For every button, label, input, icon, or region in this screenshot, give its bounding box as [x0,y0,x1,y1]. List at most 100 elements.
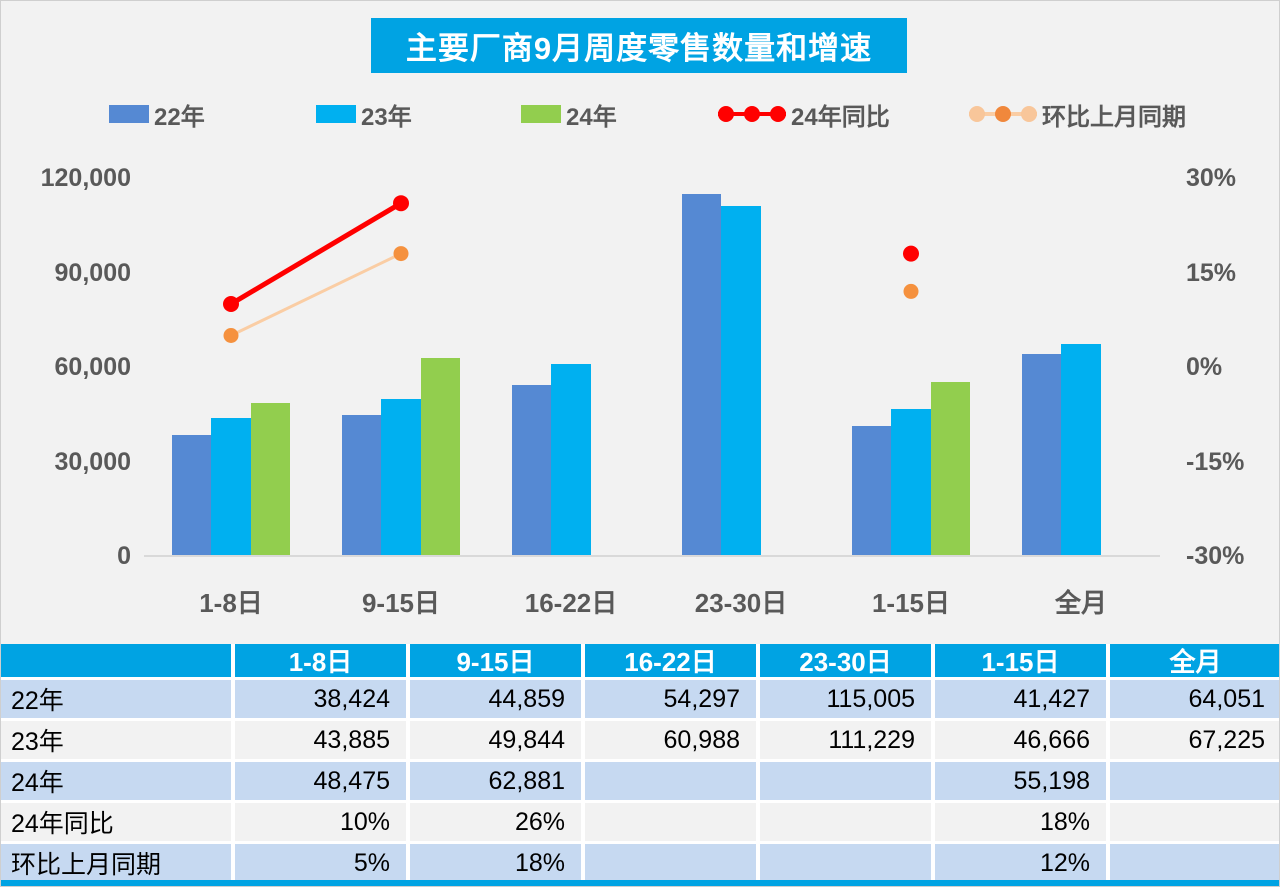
table-cell: 26% [410,803,581,841]
legend-label: 24年 [566,103,617,131]
bar-23年-1-15日 [891,409,931,556]
x-axis-category-label: 全月 [1054,588,1107,618]
bar-24年-9-15日 [420,357,461,556]
marker-24年同比-9-15日 [393,195,409,212]
legend-item-24年: 24年 [521,100,617,131]
legend-label: 24年同比 [791,103,890,131]
table-header-cell: 1-8日 [235,644,406,677]
marker-24年同比-1-15日 [903,245,919,262]
bar-23年-23-30日 [721,205,761,556]
table-cell: 62,881 [410,762,581,800]
table-cell: 46,666 [935,721,1106,759]
table-cell: 10% [235,803,406,841]
legend-line-icon [718,105,786,123]
right-axis-tick-label: 15% [1186,258,1237,287]
bar-22年-9-15日 [341,414,382,556]
bar-22年-全月 [1021,354,1062,556]
table-cell [760,762,931,800]
right-axis-tick-label: -15% [1186,447,1245,476]
table-cell: 41,427 [935,680,1106,718]
table-cell: 12% [935,844,1106,882]
legend-line-icon [969,105,1037,123]
table-row-label: 24年 [1,762,231,800]
legend-label: 22年 [154,103,205,131]
bar-22年-23-30日 [681,193,722,556]
combo-chart: 主要厂商9月周度零售数量和增速 22年 23年 24年 24年同比 环比上月同期 0 30… [1,1,1279,644]
bar-24年-1-15日 [930,382,971,556]
table-cell [760,844,931,882]
line-24年同比 [229,201,403,307]
legend-line-dot [1021,106,1037,122]
x-axis-category-label: 9-15日 [361,588,441,618]
legend-line-dot [770,106,786,122]
right-axis-tick-label: 0% [1186,353,1223,381]
table-row-label: 24年同比 [1,803,231,841]
table-row-label: 环比上月同期 [1,844,231,882]
x-axis-category-label: 16-22日 [524,588,618,618]
table-cell: 18% [935,803,1106,841]
table-header-cell: 全月 [1110,644,1279,677]
left-axis-tick-label: 60,000 [54,353,131,381]
x-axis-category-label: 23-30日 [694,588,788,618]
bar-23年-16-22日 [551,363,591,556]
bar-23年-1-8日 [211,417,251,556]
legend-swatch-icon [109,105,149,123]
left-axis-tick-label: 90,000 [54,258,131,287]
legend-line-dot [969,106,985,122]
legend-line-dot [718,106,734,122]
bar-22年-16-22日 [511,384,552,556]
table-header-cell: 16-22日 [585,644,756,677]
axis-baseline [144,555,1160,557]
table-cell [585,803,756,841]
right-axis-tick-label: -30% [1186,542,1245,570]
table-cell [585,762,756,800]
bar-23年-全月 [1061,344,1101,556]
legend-line-dot [995,106,1011,122]
legend-item-环比上月同期: 环比上月同期 [969,100,1186,131]
table-cell: 111,229 [760,721,931,759]
table-header-cell: 23-30日 [760,644,931,677]
table-row-label: 22年 [1,680,231,718]
table-header-cell: 9-15日 [410,644,581,677]
table-cell: 60,988 [585,721,756,759]
table-cell: 5% [235,844,406,882]
bar-23年-9-15日 [381,398,421,556]
table-cell: 115,005 [760,680,931,718]
line-环比上月同期 [230,252,402,337]
marker-环比上月同期-9-15日 [393,246,409,262]
x-axis-category-label: 1-8日 [199,588,263,618]
legend-item-23年: 23年 [316,100,412,131]
legend-label: 23年 [361,103,412,131]
table-cell: 64,051 [1110,680,1279,718]
table-cell: 18% [410,844,581,882]
table-header-corner [1,644,231,677]
legend-line-dot [744,106,760,122]
table-cell: 55,198 [935,762,1106,800]
table-cell: 43,885 [235,721,406,759]
legend-item-24年同比: 24年同比 [718,100,890,131]
right-axis-tick-label: 30% [1186,164,1237,192]
table-cell: 49,844 [410,721,581,759]
data-table: 1-8日 9-15日 16-22日 23-30日 1-15日 全月 22年 38,424 44,… [1,644,1279,882]
table-cell: 67,225 [1110,721,1279,759]
table-cell: 38,424 [235,680,406,718]
table-cell: 54,297 [585,680,756,718]
left-axis-tick-label: 30,000 [54,447,131,476]
marker-环比上月同期-1-15日 [903,283,919,299]
bar-24年-1-8日 [250,403,291,556]
table-cell [1110,803,1279,841]
table-cell [760,803,931,841]
legend-swatch-icon [521,105,561,123]
table-cell: 44,859 [410,680,581,718]
table-cell [1110,762,1279,800]
legend-item-22年: 22年 [109,100,205,131]
chart-title: 主要厂商9月周度零售数量和增速 [371,18,907,73]
marker-24年同比-1-8日 [223,296,239,312]
legend-label: 环比上月同期 [1042,103,1186,131]
x-axis-category-label: 1-15日 [871,588,951,618]
table-cell: 48,475 [235,762,406,800]
table-cell [585,844,756,882]
marker-环比上月同期-1-8日 [223,328,239,343]
bar-22年-1-8日 [171,434,212,556]
